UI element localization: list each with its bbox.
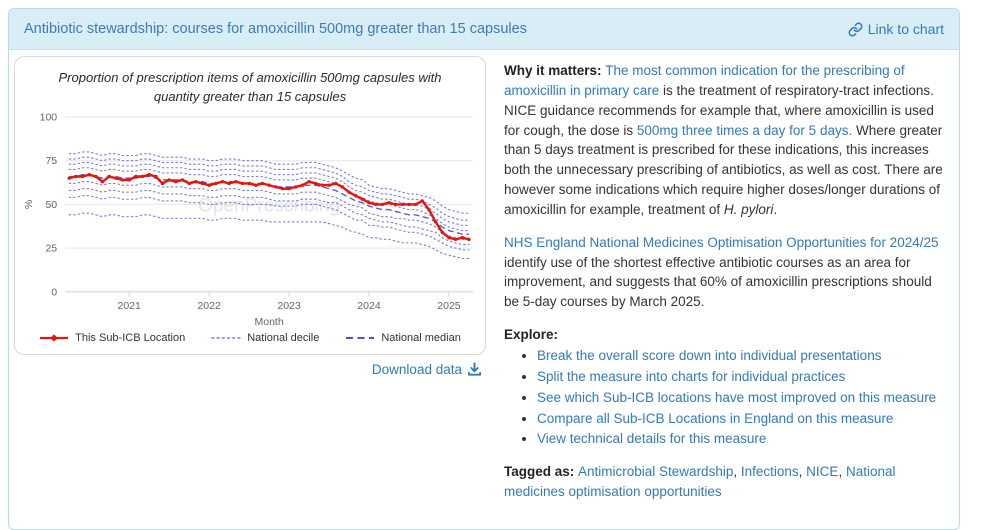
chart-legend: This Sub-ICB Location National decile Na… — [19, 330, 481, 352]
chart-plot-area: 0 25 50 75 100 2021 2022 2023 2024 2025 Month% Open… — [19, 109, 481, 330]
download-row: Download data — [14, 355, 486, 377]
explore-link-most-improved[interactable]: See which Sub-ICB locations have most im… — [537, 389, 937, 405]
nhs-paragraph: NHS England National Medicines Optimisat… — [504, 234, 939, 310]
tag-antimicrobial-stewardship[interactable]: Antimicrobial Stewardship — [578, 464, 741, 479]
svg-text:2025: 2025 — [437, 300, 461, 312]
panel-body: Proportion of prescription items of amox… — [9, 50, 959, 529]
explore-heading: Explore: — [504, 327, 559, 343]
svg-text:Month: Month — [254, 316, 283, 328]
svg-text:75: 75 — [45, 155, 57, 167]
chart-column: Proportion of prescription items of amox… — [14, 56, 486, 515]
download-data-label: Download data — [371, 361, 462, 377]
panel-header: Antibiotic stewardship: courses for amox… — [9, 9, 959, 50]
list-item: Split the measure into charts for indivi… — [537, 367, 945, 387]
list-item: Break the overall score down into indivi… — [537, 346, 945, 366]
svg-text:2021: 2021 — [117, 300, 141, 312]
tagged-as-label: Tagged as: — [504, 464, 579, 480]
list-item: View technical details for this measure — [537, 429, 945, 449]
description-column: Why it matters: The most common indicati… — [504, 56, 945, 515]
svg-text:100: 100 — [40, 111, 58, 123]
measure-chart-svg: 0 25 50 75 100 2021 2022 2023 2024 2025 Month% Open… — [23, 111, 473, 328]
why-it-matters-label: Why it matters: — [504, 63, 606, 78]
svg-text:OpenPrescribing: OpenPrescribing — [198, 195, 340, 216]
tag-nice[interactable]: NICE — [806, 464, 846, 479]
download-icon — [467, 362, 482, 377]
tagged-as-paragraph: Tagged as: Antimicrobial StewardshipInfe… — [504, 462, 945, 502]
tag-infections[interactable]: Infections — [741, 464, 806, 479]
svg-text:2022: 2022 — [197, 300, 221, 312]
legend-item-median[interactable]: National median — [345, 332, 461, 344]
list-item: Compare all Sub-ICB Locations in England… — [537, 409, 945, 429]
svg-text:2023: 2023 — [277, 300, 301, 312]
why-link-dose[interactable]: 500mg three times a day for 5 days. — [636, 122, 853, 138]
link-to-chart-label: Link to chart — [867, 21, 944, 37]
why-link-indication[interactable]: The most common indication for the presc… — [504, 63, 905, 98]
measure-panel: Antibiotic stewardship: courses for amox… — [8, 8, 960, 530]
legend-dashed-line-icon — [346, 336, 375, 339]
nhs-opportunities-link[interactable]: NHS England National Medicines Optimisat… — [504, 234, 939, 250]
explore-link-compare-all[interactable]: Compare all Sub-ICB Locations in England… — [537, 410, 894, 426]
explore-link-breakdown[interactable]: Break the overall score down into indivi… — [537, 347, 882, 363]
explore-link-split-practices[interactable]: Split the measure into charts for indivi… — [537, 368, 846, 384]
link-icon — [848, 22, 863, 37]
explore-link-technical-details[interactable]: View technical details for this measure — [537, 431, 767, 447]
svg-text:0: 0 — [51, 286, 57, 298]
chart-card: Proportion of prescription items of amox… — [14, 56, 486, 355]
h-pylori-italic: H. pylori — [723, 201, 774, 217]
list-item: See which Sub-ICB locations have most im… — [537, 388, 945, 408]
svg-text:2024: 2024 — [357, 300, 381, 312]
chart-title: Proportion of prescription items of amox… — [58, 70, 442, 104]
legend-label-subicb: This Sub-ICB Location — [75, 331, 186, 344]
legend-item-subicb[interactable]: This Sub-ICB Location — [39, 332, 185, 344]
svg-text:25: 25 — [45, 242, 57, 254]
download-data-link[interactable]: Download data — [372, 362, 482, 377]
legend-label-decile: National decile — [247, 331, 320, 344]
why-it-matters-paragraph: Why it matters: The most common indicati… — [504, 63, 943, 217]
legend-item-decile[interactable]: National decile — [211, 332, 319, 344]
legend-red-line-icon — [40, 334, 69, 342]
svg-text:50: 50 — [45, 199, 57, 211]
legend-label-median: National median — [381, 331, 461, 344]
explore-list: Break the overall score down into indivi… — [504, 346, 945, 449]
link-to-chart[interactable]: Link to chart — [848, 21, 944, 37]
panel-title: Antibiotic stewardship: courses for amox… — [24, 21, 527, 37]
svg-text:%: % — [23, 199, 35, 208]
legend-dotted-line-icon — [211, 336, 242, 339]
